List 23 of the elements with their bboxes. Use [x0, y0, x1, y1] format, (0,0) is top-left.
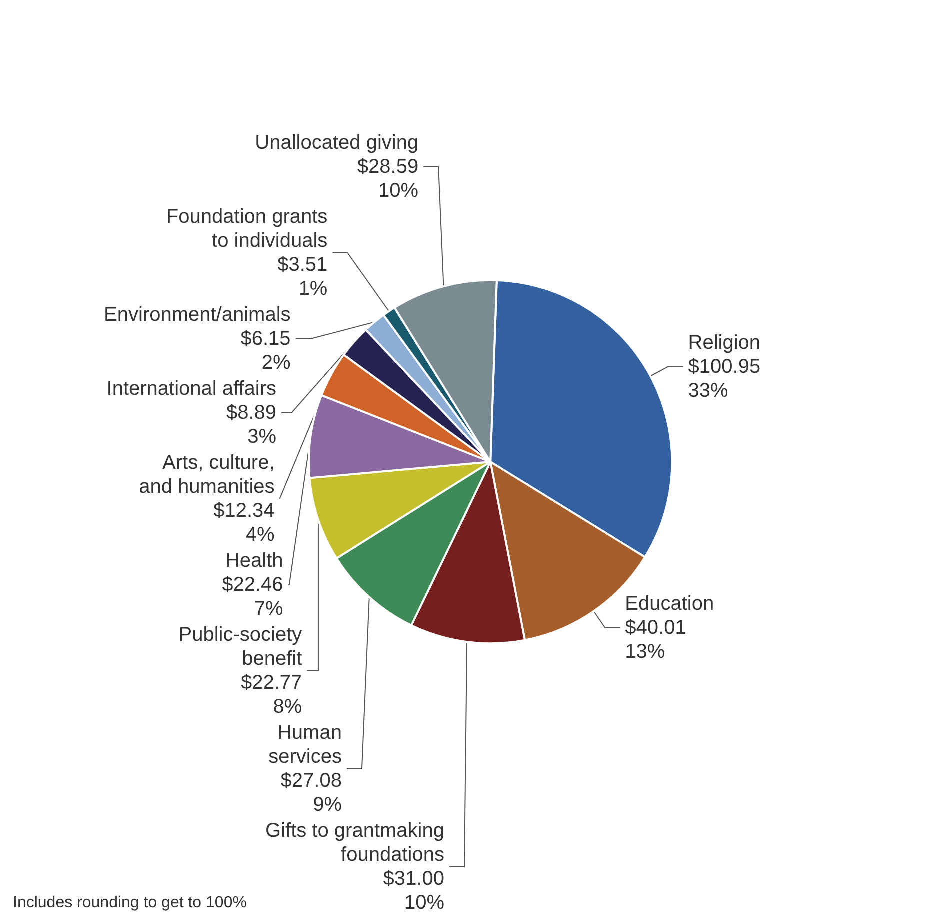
slice-label: Health [225, 550, 284, 572]
slice-label: International affairs [106, 378, 277, 400]
slice-label: Human services [268, 722, 342, 768]
data-label: $12.34 4% [214, 500, 275, 546]
data-label: $27.08 9% [280, 770, 342, 816]
slice-label: Religion [688, 332, 761, 354]
slice-label: Unallocated giving [255, 132, 419, 154]
slice-label: Education [625, 592, 714, 615]
data-label: $22.77 8% [240, 672, 302, 718]
data-label: $31.00 10% [383, 868, 445, 914]
data-label: $6.15 2% [240, 328, 292, 374]
data-label: $8.89 3% [226, 402, 277, 448]
slice-label: Environment/animals [104, 304, 291, 326]
slice-label: Public-society benefit [178, 624, 303, 670]
slice-label: Arts, culture, and humanities [139, 452, 275, 498]
data-label: $100.95 33% [688, 356, 761, 402]
data-label: $3.51 1% [278, 254, 328, 300]
data-label: $40.01 13% [625, 616, 686, 663]
data-label: $28.59 10% [357, 156, 419, 202]
slice-label: Gifts to grantmaking foundations [266, 820, 444, 866]
data-label: $22.46 7% [222, 574, 284, 620]
text: Includes rounding to get to 100% [13, 894, 247, 912]
slice-label: Foundation grants to individuals [166, 206, 328, 252]
